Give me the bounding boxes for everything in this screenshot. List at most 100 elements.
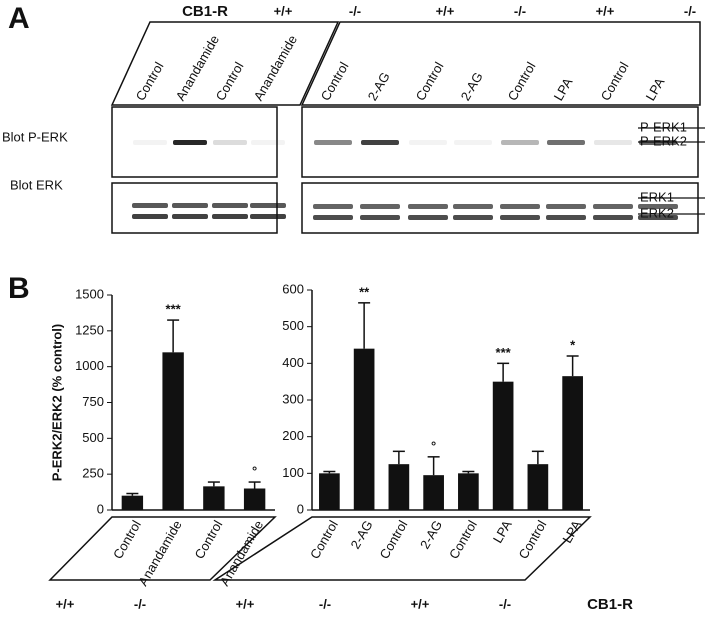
genotype: -/- [499, 596, 511, 611]
y-tick-label: 750 [82, 394, 104, 409]
x-tick-label: Control [446, 518, 480, 562]
y-tick-label: 0 [297, 501, 304, 516]
blot-row-label: Blot ERK [10, 177, 63, 192]
significance: ° [252, 463, 257, 478]
lane-label: LPA [551, 75, 576, 103]
band [172, 203, 208, 208]
band [250, 214, 286, 219]
significance: ° [431, 438, 436, 453]
genotype-label: CB1-R [182, 3, 228, 20]
x-tick-label: Control [515, 518, 549, 562]
y-tick-label: 500 [82, 430, 104, 445]
band [453, 204, 493, 209]
x-tick-label: LPA [490, 517, 515, 545]
x-tick-label: 2-AG [348, 518, 376, 552]
bar [527, 464, 549, 510]
band [593, 215, 633, 220]
panel-label: A [8, 2, 30, 35]
bar [319, 473, 340, 510]
x-tick-label: Control [110, 518, 144, 562]
genotype-label: CB1-R [587, 596, 633, 613]
y-axis-label: P-ERK2/ERK2 (% control) [49, 324, 64, 481]
genotype: +/+ [56, 596, 75, 611]
band [638, 204, 678, 209]
band-label: ERK1 [640, 189, 674, 204]
lane-label: Control [505, 59, 539, 103]
blot-frame [301, 182, 699, 234]
genotype: -/- [514, 3, 526, 18]
bar [458, 473, 479, 510]
lane-label: Anandamide [251, 32, 300, 103]
band [132, 203, 168, 208]
band [408, 215, 448, 220]
band [360, 204, 400, 209]
y-tick-label: 1000 [75, 358, 104, 373]
y-tick-label: 1500 [75, 286, 104, 301]
x-tick-label: 2-AG [417, 518, 445, 552]
bar [562, 376, 583, 510]
blot-frame [111, 106, 278, 178]
label-frame [212, 516, 592, 581]
lane-label: Control [213, 59, 247, 103]
band [313, 204, 353, 209]
x-tick-label: Control [307, 518, 341, 562]
lane-label: LPA [643, 75, 668, 103]
band [173, 140, 207, 145]
genotype: +/+ [236, 596, 255, 611]
bar [353, 348, 375, 510]
band [133, 140, 167, 145]
blot-row-label: Blot P-ERK [2, 129, 68, 144]
lane-label: Control [413, 59, 447, 103]
bar [388, 464, 410, 510]
x-tick-label: LPA [559, 517, 584, 545]
bar [492, 381, 514, 510]
x-tick-label: Control [191, 518, 225, 562]
genotype: +/+ [596, 3, 615, 18]
band [251, 140, 285, 145]
panel-label: B [8, 272, 30, 305]
lane-header-left [110, 21, 340, 106]
significance: *** [496, 345, 512, 360]
band [638, 215, 678, 220]
y-tick-label: 600 [282, 281, 304, 296]
y-tick-label: 300 [282, 391, 304, 406]
band [314, 140, 352, 145]
band [500, 215, 540, 220]
band [250, 203, 286, 208]
y-tick-label: 500 [282, 318, 304, 333]
label-frame [48, 516, 277, 581]
band [409, 140, 447, 145]
bar [423, 475, 444, 510]
bar [203, 486, 225, 510]
significance: * [570, 337, 576, 352]
genotype: +/+ [411, 596, 430, 611]
x-tick-label: Anandamide [217, 518, 266, 589]
y-tick-label: 200 [282, 428, 304, 443]
genotype: +/+ [274, 3, 293, 18]
genotype: -/- [319, 596, 331, 611]
x-tick-label: Control [376, 518, 410, 562]
genotype: +/+ [436, 3, 455, 18]
lane-label: Control [598, 59, 632, 103]
band [454, 140, 492, 145]
band [593, 204, 633, 209]
genotype: -/- [134, 596, 146, 611]
band [212, 203, 248, 208]
lane-label: 2-AG [458, 69, 486, 103]
lane-label: 2-AG [365, 69, 393, 103]
lane-label: Control [318, 59, 352, 103]
y-tick-label: 400 [282, 355, 304, 370]
y-tick-label: 100 [282, 465, 304, 480]
bar [162, 352, 184, 510]
band [639, 140, 677, 145]
band [172, 214, 208, 219]
bar [243, 488, 266, 510]
y-tick-label: 250 [82, 466, 104, 481]
lane-header-right [300, 21, 701, 106]
band [547, 140, 585, 145]
genotype: -/- [349, 3, 361, 18]
band [546, 204, 586, 209]
band [500, 204, 540, 209]
significance: *** [166, 302, 182, 317]
